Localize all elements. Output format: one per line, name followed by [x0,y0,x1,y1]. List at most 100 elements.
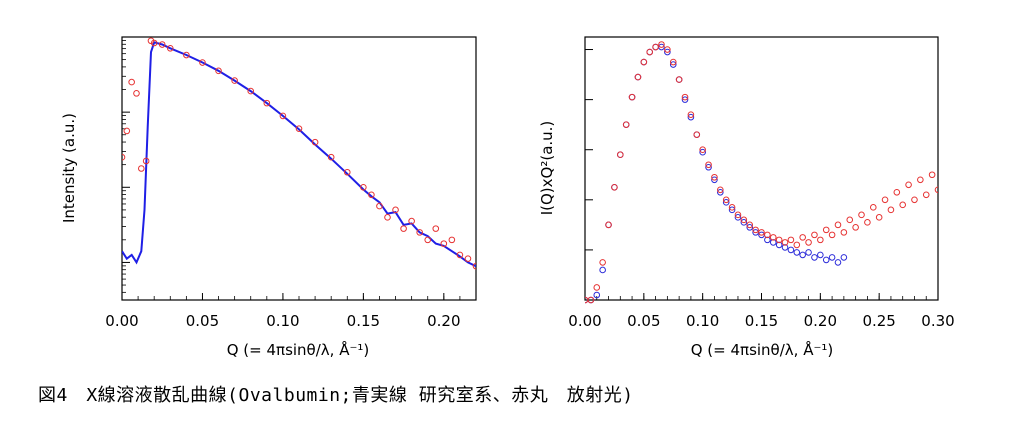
data-point [611,183,618,191]
data-point [758,229,765,236]
data-point [311,138,319,146]
data-point [263,99,271,107]
data-point [905,181,912,189]
x-tick-label: 0.15 [347,312,380,330]
x-tick-label: 0.10 [686,312,719,330]
data-point [775,236,783,244]
data-point [822,256,830,264]
x-tick-label: 0.10 [266,312,299,330]
data-point [740,219,748,226]
data-point [705,163,712,171]
data-point [764,236,771,244]
data-point [400,225,407,232]
x-tick-label: 0.15 [745,312,778,330]
data-point [142,157,150,165]
data-point [793,241,801,249]
data-point [231,77,238,84]
data-point [669,61,677,68]
data-point [122,153,126,161]
data-point [681,96,689,103]
data-point [199,59,206,66]
plot-frame [584,36,939,301]
data-point [828,254,836,261]
series-line [122,41,476,268]
x-tick-label: 0.00 [568,312,601,330]
data-point [675,76,683,83]
data-point [787,236,795,244]
data-point [764,231,771,239]
data-point [128,78,135,86]
data-point [640,58,648,66]
data-point [722,196,730,204]
x-tick-label: 0.20 [804,312,837,330]
data-point [599,259,606,266]
data-point [781,244,789,251]
data-point [717,188,724,196]
data-point [840,254,848,261]
data-point [295,125,303,132]
data-point [432,225,440,232]
data-point [746,221,754,229]
figure-caption: 図4 X線溶液散乱曲線(Ovalbumin;青実線 研究室系、赤丸 放射光) [38,385,634,406]
data-point [787,246,795,254]
data-point [852,224,859,231]
data-point [587,296,595,304]
data-point [343,168,351,176]
data-point [858,211,865,219]
plot-frame [121,36,477,301]
data-point [183,51,190,59]
data-point [805,239,812,246]
data-point [734,214,742,221]
x-tick-label: 0.25 [862,312,895,330]
intensity-plot-panel: Intensity (a.u.) Q (= 4πsinθ/λ, Å⁻¹) 0.0… [60,36,477,359]
data-point [734,211,742,219]
data-point [593,291,601,299]
data-point [408,217,415,225]
data-point [456,251,464,259]
data-point [599,266,606,274]
data-point [793,249,801,256]
data-point [605,221,612,229]
data-point [828,231,836,239]
data-point [769,234,777,241]
data-point [693,131,701,138]
data-point [711,176,718,184]
data-point [166,44,174,52]
data-point [811,254,818,261]
data-point [893,188,901,196]
data-point [424,236,432,244]
data-point [799,251,806,259]
data-point [869,204,877,211]
data-point [781,239,789,246]
data-point [368,191,375,199]
data-point [728,204,736,211]
data-point [464,255,472,262]
x-tick-label: 0.00 [105,312,138,330]
data-point [717,186,724,194]
data-point [928,171,936,179]
data-point [817,251,824,259]
series-group [122,37,476,270]
data-point [705,161,712,169]
data-point [822,226,830,234]
data-point [158,41,166,48]
x-tick-label: 0.05 [627,312,660,330]
data-point [699,148,706,156]
data-point [817,236,824,244]
data-point [416,229,423,236]
data-point [150,39,158,47]
data-point [669,58,677,66]
data-point [658,41,665,48]
data-point [593,284,601,291]
figure-canvas: Intensity (a.u.) Q (= 4πsinθ/λ, Å⁻¹) 0.0… [60,36,955,359]
x-tick-label: 0.30 [921,312,954,330]
data-point [617,151,624,159]
data-point [917,176,924,184]
data-point [664,46,671,53]
kratky-plot-panel: I(Q)xQ²(a.u.) Q (= 4πsinθ/λ, Å⁻¹) 0.00 0.… [538,36,955,359]
data-point [746,224,754,231]
data-point [622,121,630,128]
data-point [215,67,222,75]
kratky-x-axis-label: Q (= 4πsinθ/λ, Å⁻¹) [691,340,834,359]
data-point [440,240,448,247]
